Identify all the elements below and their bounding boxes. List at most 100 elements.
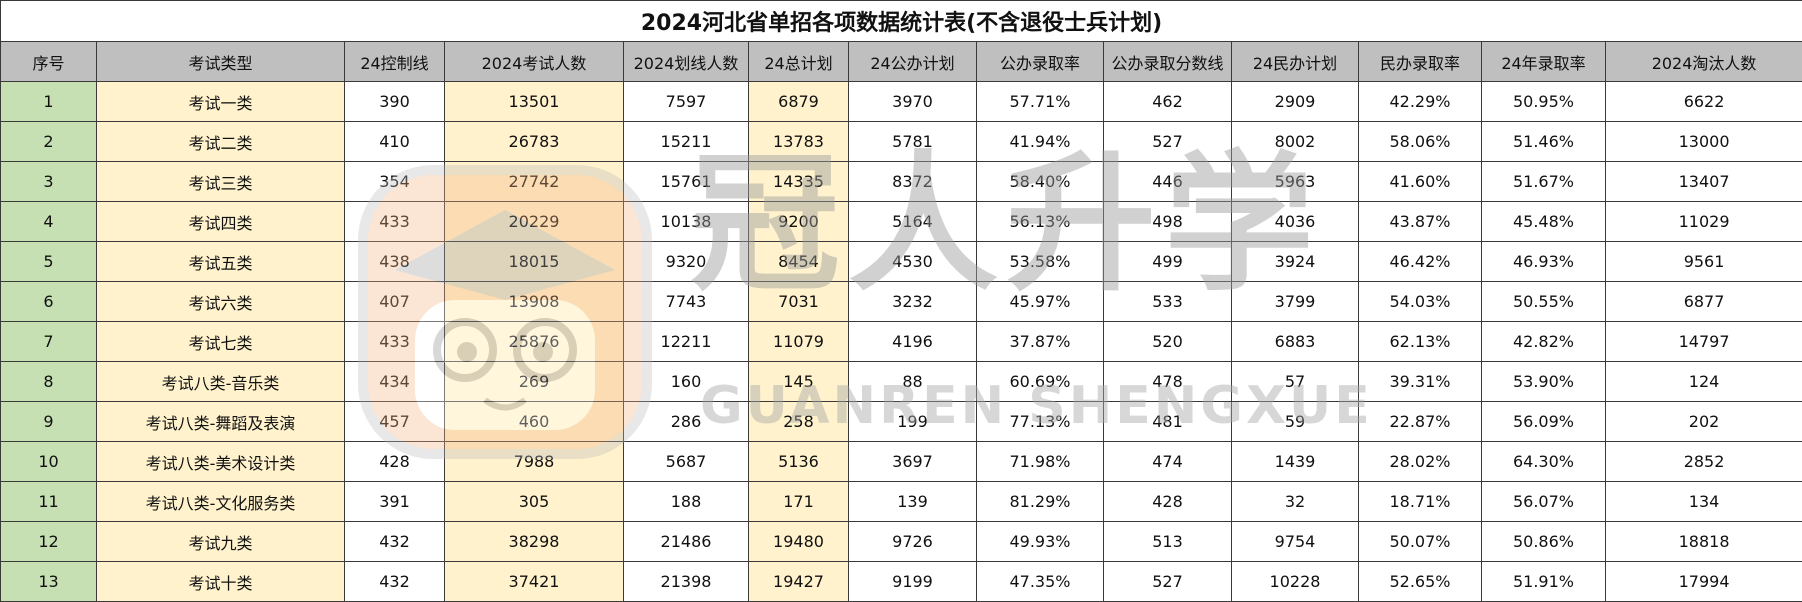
table-cell: 407 xyxy=(345,282,445,322)
table-cell: 49.93% xyxy=(977,522,1104,562)
table-cell: 9 xyxy=(1,402,97,442)
table-cell: 52.65% xyxy=(1359,562,1482,602)
table-cell: 21398 xyxy=(624,562,749,602)
table-cell: 60.69% xyxy=(977,362,1104,402)
table-title: 2024河北省单招各项数据统计表(不含退役士兵计划) xyxy=(1,1,1802,42)
table-cell: 26783 xyxy=(445,122,624,162)
table-cell: 3799 xyxy=(1232,282,1359,322)
table-cell: 4196 xyxy=(849,322,977,362)
table-cell: 8002 xyxy=(1232,122,1359,162)
table-cell: 7988 xyxy=(445,442,624,482)
table-cell: 13783 xyxy=(749,122,849,162)
table-cell: 45.97% xyxy=(977,282,1104,322)
table-cell: 438 xyxy=(345,242,445,282)
table-cell: 5136 xyxy=(749,442,849,482)
table-cell: 391 xyxy=(345,482,445,522)
column-header: 24公办计划 xyxy=(849,42,977,82)
table-cell: 14335 xyxy=(749,162,849,202)
table-cell: 11 xyxy=(1,482,97,522)
column-header: 考试类型 xyxy=(97,42,345,82)
table-cell: 54.03% xyxy=(1359,282,1482,322)
column-header: 24控制线 xyxy=(345,42,445,82)
table-cell: 4530 xyxy=(849,242,977,282)
table-cell: 77.13% xyxy=(977,402,1104,442)
table-cell: 499 xyxy=(1104,242,1232,282)
table-cell: 39.31% xyxy=(1359,362,1482,402)
table-cell: 354 xyxy=(345,162,445,202)
table-cell: 9200 xyxy=(749,202,849,242)
column-header: 2024划线人数 xyxy=(624,42,749,82)
column-header: 2024考试人数 xyxy=(445,42,624,82)
table-cell: 8 xyxy=(1,362,97,402)
table-cell: 139 xyxy=(849,482,977,522)
table-cell: 160 xyxy=(624,362,749,402)
table-cell: 2 xyxy=(1,122,97,162)
table-cell: 202 xyxy=(1606,402,1802,442)
table-cell: 62.13% xyxy=(1359,322,1482,362)
table-cell: 42.82% xyxy=(1482,322,1606,362)
table-cell: 27742 xyxy=(445,162,624,202)
table-cell: 3697 xyxy=(849,442,977,482)
table-cell: 428 xyxy=(345,442,445,482)
table-cell: 9199 xyxy=(849,562,977,602)
table-cell: 410 xyxy=(345,122,445,162)
table-cell: 390 xyxy=(345,82,445,122)
table-cell: 考试四类 xyxy=(97,202,345,242)
table-cell: 2852 xyxy=(1606,442,1802,482)
table-cell: 13000 xyxy=(1606,122,1802,162)
table-cell: 42.29% xyxy=(1359,82,1482,122)
table-cell: 57 xyxy=(1232,362,1359,402)
table-cell: 18015 xyxy=(445,242,624,282)
table-cell: 434 xyxy=(345,362,445,402)
table-cell: 11079 xyxy=(749,322,849,362)
table-cell: 19480 xyxy=(749,522,849,562)
table-cell: 考试十类 xyxy=(97,562,345,602)
table-cell: 9561 xyxy=(1606,242,1802,282)
table-cell: 269 xyxy=(445,362,624,402)
table-cell: 428 xyxy=(1104,482,1232,522)
table-cell: 6883 xyxy=(1232,322,1359,362)
table-cell: 考试七类 xyxy=(97,322,345,362)
table-cell: 50.95% xyxy=(1482,82,1606,122)
table-cell: 17994 xyxy=(1606,562,1802,602)
table-cell: 498 xyxy=(1104,202,1232,242)
table-cell: 7031 xyxy=(749,282,849,322)
table-cell: 446 xyxy=(1104,162,1232,202)
table-cell: 考试八类-舞蹈及表演 xyxy=(97,402,345,442)
column-header: 民办录取率 xyxy=(1359,42,1482,82)
table-cell: 286 xyxy=(624,402,749,442)
table-cell: 88 xyxy=(849,362,977,402)
table-cell: 460 xyxy=(445,402,624,442)
table-cell: 18.71% xyxy=(1359,482,1482,522)
table-cell: 258 xyxy=(749,402,849,442)
table-cell: 5781 xyxy=(849,122,977,162)
table-cell: 56.09% xyxy=(1482,402,1606,442)
table-cell: 考试八类-文化服务类 xyxy=(97,482,345,522)
table-cell: 28.02% xyxy=(1359,442,1482,482)
table-cell: 10138 xyxy=(624,202,749,242)
table-cell: 56.07% xyxy=(1482,482,1606,522)
table-cell: 考试八类-美术设计类 xyxy=(97,442,345,482)
table-cell: 7 xyxy=(1,322,97,362)
table-cell: 3970 xyxy=(849,82,977,122)
column-header: 24民办计划 xyxy=(1232,42,1359,82)
table-cell: 520 xyxy=(1104,322,1232,362)
table-cell: 46.42% xyxy=(1359,242,1482,282)
table-cell: 考试二类 xyxy=(97,122,345,162)
table-cell: 考试五类 xyxy=(97,242,345,282)
table-cell: 37.87% xyxy=(977,322,1104,362)
table-cell: 527 xyxy=(1104,122,1232,162)
table-cell: 1 xyxy=(1,82,97,122)
table-cell: 64.30% xyxy=(1482,442,1606,482)
column-header: 24年录取率 xyxy=(1482,42,1606,82)
table-cell: 14797 xyxy=(1606,322,1802,362)
table-cell: 41.60% xyxy=(1359,162,1482,202)
table-cell: 9726 xyxy=(849,522,977,562)
